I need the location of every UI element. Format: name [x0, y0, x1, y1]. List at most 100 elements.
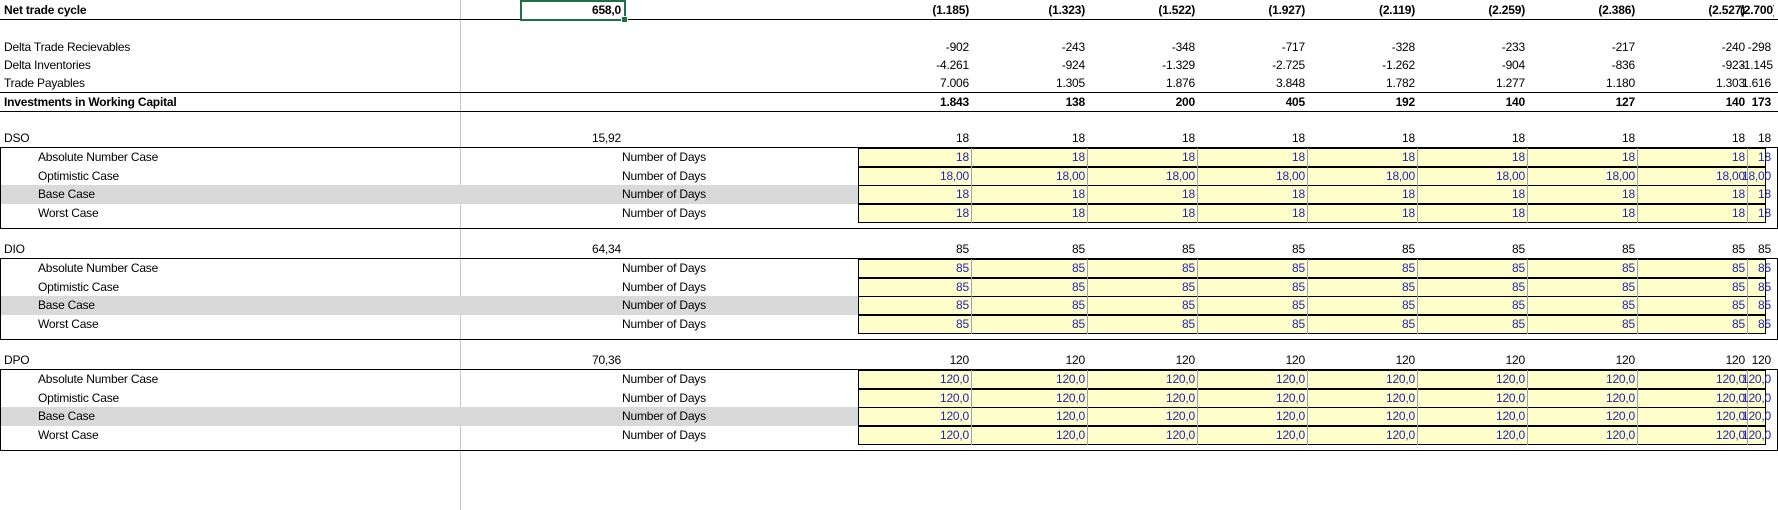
- case-input-cell[interactable]: 85: [1292, 316, 1305, 331]
- case-input-cell[interactable]: 18: [1072, 187, 1085, 201]
- year-value[interactable]: 405: [1285, 95, 1306, 109]
- case-input-cell[interactable]: 85: [1622, 261, 1635, 275]
- case-input-cell[interactable]: 18,00: [1275, 168, 1305, 183]
- case-label[interactable]: Worst Case: [38, 316, 99, 331]
- case-input-cell[interactable]: 18: [1182, 150, 1195, 164]
- case-input-cell[interactable]: 85: [1072, 279, 1085, 294]
- case-input-cell[interactable]: 85: [956, 279, 969, 294]
- case-label[interactable]: Base Case: [38, 298, 95, 312]
- section-value[interactable]: 18: [1072, 131, 1085, 145]
- year-value[interactable]: 173: [1751, 95, 1772, 109]
- section-value[interactable]: 120: [1285, 353, 1306, 367]
- case-input-cell[interactable]: 18: [1402, 205, 1415, 220]
- case-input-cell[interactable]: 85: [1292, 261, 1305, 275]
- case-input-cell[interactable]: 120,0: [939, 427, 969, 442]
- section-value[interactable]: 120: [1751, 353, 1772, 367]
- year-value[interactable]: -217: [1611, 40, 1635, 54]
- case-label[interactable]: Optimistic Case: [38, 168, 120, 183]
- case-input-cell[interactable]: 85: [1182, 298, 1195, 312]
- year-value[interactable]: (2.259): [1488, 3, 1525, 17]
- case-input-cell[interactable]: 120,0: [1715, 372, 1745, 386]
- case-input-cell[interactable]: 18: [1182, 187, 1195, 201]
- case-input-cell[interactable]: 120,0: [939, 372, 969, 386]
- year-value[interactable]: -243: [1061, 40, 1085, 54]
- case-input-cell[interactable]: 120,0: [1165, 409, 1195, 423]
- case-input-cell[interactable]: 18,00: [1741, 168, 1771, 183]
- case-input-cell[interactable]: 120,0: [1275, 390, 1305, 405]
- case-label[interactable]: Absolute Number Case: [38, 150, 159, 164]
- year-value[interactable]: -233: [1501, 40, 1525, 54]
- case-input-cell[interactable]: 85: [1402, 279, 1415, 294]
- section-value[interactable]: 18: [1512, 131, 1525, 145]
- row-label[interactable]: Delta Trade Recievables: [4, 40, 131, 54]
- case-input-cell[interactable]: 18: [1072, 150, 1085, 164]
- section-value[interactable]: 120: [1505, 353, 1526, 367]
- section-value[interactable]: 85: [1292, 242, 1305, 256]
- year-value[interactable]: 140: [1505, 95, 1526, 109]
- case-input-cell[interactable]: 120,0: [1495, 427, 1525, 442]
- case-input-cell[interactable]: 18: [1512, 205, 1525, 220]
- unit-label[interactable]: Number of Days: [622, 205, 706, 220]
- case-input-cell[interactable]: 120,0: [1495, 409, 1525, 423]
- case-input-cell[interactable]: 18: [1622, 205, 1635, 220]
- section-value[interactable]: 120: [949, 353, 970, 367]
- case-input-cell[interactable]: 85: [956, 261, 969, 275]
- case-input-cell[interactable]: 18: [1512, 187, 1525, 201]
- year-value[interactable]: (1.185): [932, 3, 969, 17]
- case-input-cell[interactable]: 85: [1292, 279, 1305, 294]
- section-value[interactable]: 18: [1182, 131, 1195, 145]
- case-input-cell[interactable]: 120,0: [1385, 390, 1415, 405]
- section-value[interactable]: 85: [1182, 242, 1195, 256]
- case-input-cell[interactable]: 85: [1758, 298, 1771, 312]
- case-input-cell[interactable]: 18,00: [1165, 168, 1195, 183]
- case-input-cell[interactable]: 120,0: [1605, 427, 1635, 442]
- year-value[interactable]: 1.876: [1165, 76, 1195, 90]
- case-input-cell[interactable]: 18: [1622, 187, 1635, 201]
- year-value[interactable]: -298: [1747, 40, 1771, 54]
- case-label[interactable]: Absolute Number Case: [38, 261, 159, 275]
- case-input-cell[interactable]: 120,0: [1741, 390, 1771, 405]
- unit-label[interactable]: Number of Days: [622, 187, 706, 201]
- section-b-value[interactable]: 15,92: [591, 131, 621, 145]
- case-input-cell[interactable]: 18,00: [939, 168, 969, 183]
- case-input-cell[interactable]: 18: [1292, 205, 1305, 220]
- case-input-cell[interactable]: 85: [1292, 298, 1305, 312]
- case-input-cell[interactable]: 85: [1732, 316, 1745, 331]
- case-input-cell[interactable]: 120,0: [1605, 372, 1635, 386]
- year-value[interactable]: -348: [1171, 40, 1195, 54]
- case-input-cell[interactable]: 85: [1072, 316, 1085, 331]
- row-label[interactable]: Investments in Working Capital: [4, 95, 177, 109]
- case-input-cell[interactable]: 120,0: [1741, 372, 1771, 386]
- case-input-cell[interactable]: 18: [1072, 205, 1085, 220]
- case-input-cell[interactable]: 120,0: [1605, 390, 1635, 405]
- case-input-cell[interactable]: 18: [1732, 150, 1745, 164]
- unit-label[interactable]: Number of Days: [622, 261, 706, 275]
- case-input-cell[interactable]: 120,0: [1715, 427, 1745, 442]
- year-value[interactable]: (1.522): [1158, 3, 1195, 17]
- case-input-cell[interactable]: 18: [1758, 150, 1771, 164]
- year-value[interactable]: 1.305: [1055, 76, 1085, 90]
- unit-label[interactable]: Number of Days: [622, 316, 706, 331]
- section-value[interactable]: 18: [1292, 131, 1305, 145]
- section-value[interactable]: 120: [1175, 353, 1196, 367]
- case-input-cell[interactable]: 18,00: [1605, 168, 1635, 183]
- case-input-cell[interactable]: 85: [1758, 316, 1771, 331]
- case-label[interactable]: Optimistic Case: [38, 390, 120, 405]
- year-value[interactable]: 1.843: [939, 95, 969, 109]
- year-value[interactable]: 1.277: [1495, 76, 1525, 90]
- net-trade-cycle-b-value[interactable]: 658,0: [591, 3, 621, 17]
- case-input-cell[interactable]: 18: [1732, 187, 1745, 201]
- year-value[interactable]: (2.700): [1740, 3, 1774, 17]
- year-value[interactable]: 140: [1725, 95, 1746, 109]
- case-input-cell[interactable]: 120,0: [1605, 409, 1635, 423]
- case-input-cell[interactable]: 85: [1402, 316, 1415, 331]
- case-input-cell[interactable]: 85: [1512, 298, 1525, 312]
- case-input-cell[interactable]: 18: [1758, 187, 1771, 201]
- case-input-cell[interactable]: 120,0: [939, 390, 969, 405]
- case-input-cell[interactable]: 85: [1512, 261, 1525, 275]
- case-input-cell[interactable]: 120,0: [1741, 427, 1771, 442]
- case-input-cell[interactable]: 85: [1182, 261, 1195, 275]
- case-input-cell[interactable]: 120,0: [1165, 390, 1195, 405]
- unit-label[interactable]: Number of Days: [622, 298, 706, 312]
- year-value[interactable]: 127: [1615, 95, 1636, 109]
